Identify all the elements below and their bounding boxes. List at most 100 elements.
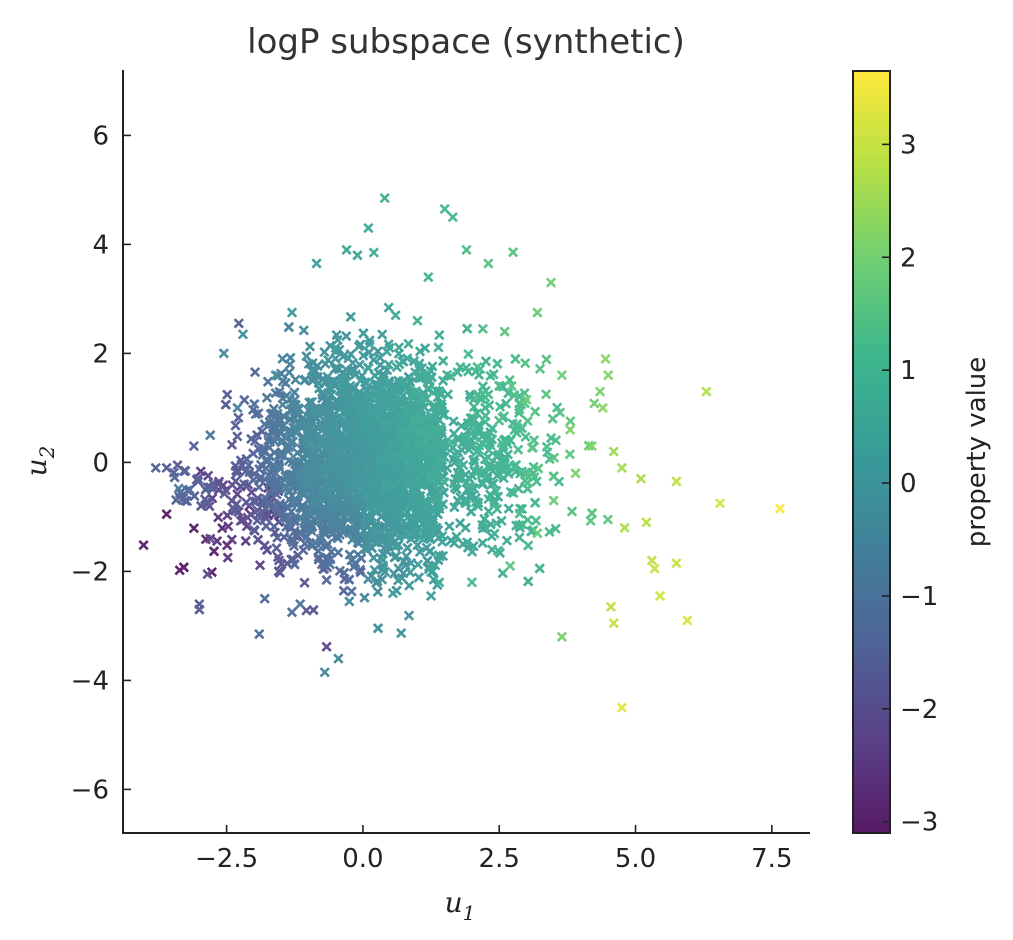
data-point (322, 354, 334, 366)
data-point (341, 330, 352, 342)
data-point (249, 398, 260, 410)
data-point (299, 577, 310, 588)
data-point (424, 524, 435, 535)
data-point (178, 562, 189, 573)
data-point (402, 529, 413, 540)
data-point (540, 389, 552, 400)
data-point (616, 702, 628, 713)
data-point (433, 495, 444, 506)
data-point (270, 387, 281, 399)
data-point (390, 541, 401, 553)
data-point (521, 469, 532, 480)
data-point (600, 353, 611, 364)
data-point (138, 540, 149, 551)
data-point (421, 370, 433, 381)
data-point (412, 441, 423, 452)
data-point (714, 498, 726, 509)
data-point (305, 469, 316, 480)
data-point (451, 531, 462, 542)
data-point (649, 563, 660, 574)
data-point (301, 531, 313, 542)
data-point (359, 443, 370, 454)
data-point (403, 403, 415, 414)
data-point (369, 370, 380, 381)
data-point (641, 517, 652, 528)
data-point (550, 523, 561, 534)
data-point (458, 460, 469, 471)
data-point (352, 432, 364, 444)
data-point (211, 535, 223, 547)
colorbar-gradient (853, 71, 890, 833)
data-point (213, 512, 224, 523)
data-point (419, 343, 431, 354)
data-point (523, 540, 534, 551)
data-point (385, 526, 396, 537)
data-point (350, 557, 361, 568)
data-point (404, 376, 415, 387)
data-point (466, 577, 478, 588)
x-tick-label: −2.5 (195, 844, 258, 874)
data-point (472, 389, 484, 400)
data-point (381, 503, 393, 514)
data-point (345, 311, 356, 322)
data-point (437, 375, 449, 386)
data-point (489, 497, 500, 509)
data-point (354, 359, 365, 370)
data-point (548, 452, 560, 463)
data-point (372, 346, 383, 357)
data-point (480, 522, 492, 533)
data-point (179, 495, 191, 506)
data-point (259, 419, 270, 430)
data-point (477, 323, 488, 334)
data-point (494, 401, 506, 412)
data-point (273, 555, 285, 566)
colorbar-label: property value (962, 357, 992, 548)
data-point (268, 417, 279, 428)
data-point (425, 411, 436, 422)
data-point (468, 454, 480, 465)
data-point (324, 524, 336, 536)
data-point (456, 420, 467, 432)
data-point (374, 352, 386, 363)
data-point (328, 425, 339, 437)
data-point (386, 465, 397, 477)
data-point (202, 470, 214, 481)
data-point (461, 362, 472, 374)
data-point (244, 467, 255, 478)
data-point (417, 460, 428, 472)
data-point (437, 531, 448, 542)
data-point (463, 349, 474, 360)
data-point (410, 524, 422, 535)
data-point (480, 356, 492, 367)
data-point (478, 438, 489, 449)
data-point (597, 402, 608, 414)
data-point (410, 367, 421, 378)
data-point (477, 479, 488, 490)
data-point (522, 415, 533, 427)
data-point (363, 362, 374, 374)
data-point (477, 537, 488, 549)
data-point (548, 495, 559, 506)
data-point (452, 452, 463, 463)
y-tick-label: 6 (92, 121, 109, 151)
data-point (510, 353, 521, 365)
data-point (377, 548, 388, 559)
y-tick-label: 2 (92, 339, 109, 369)
data-point (774, 503, 786, 514)
data-point (501, 535, 513, 546)
data-point (327, 467, 338, 479)
data-point (369, 564, 380, 576)
data-point (232, 467, 243, 478)
data-point (289, 494, 300, 505)
data-point (398, 428, 409, 439)
data-point (326, 481, 337, 493)
data-point (461, 323, 473, 334)
data-point (223, 521, 234, 532)
data-point (393, 532, 404, 543)
colorbar-tick-label: 2 (900, 243, 917, 273)
data-point (272, 532, 283, 543)
data-point (353, 513, 364, 524)
data-point (249, 525, 260, 536)
data-point (376, 526, 387, 538)
data-point (264, 500, 275, 511)
